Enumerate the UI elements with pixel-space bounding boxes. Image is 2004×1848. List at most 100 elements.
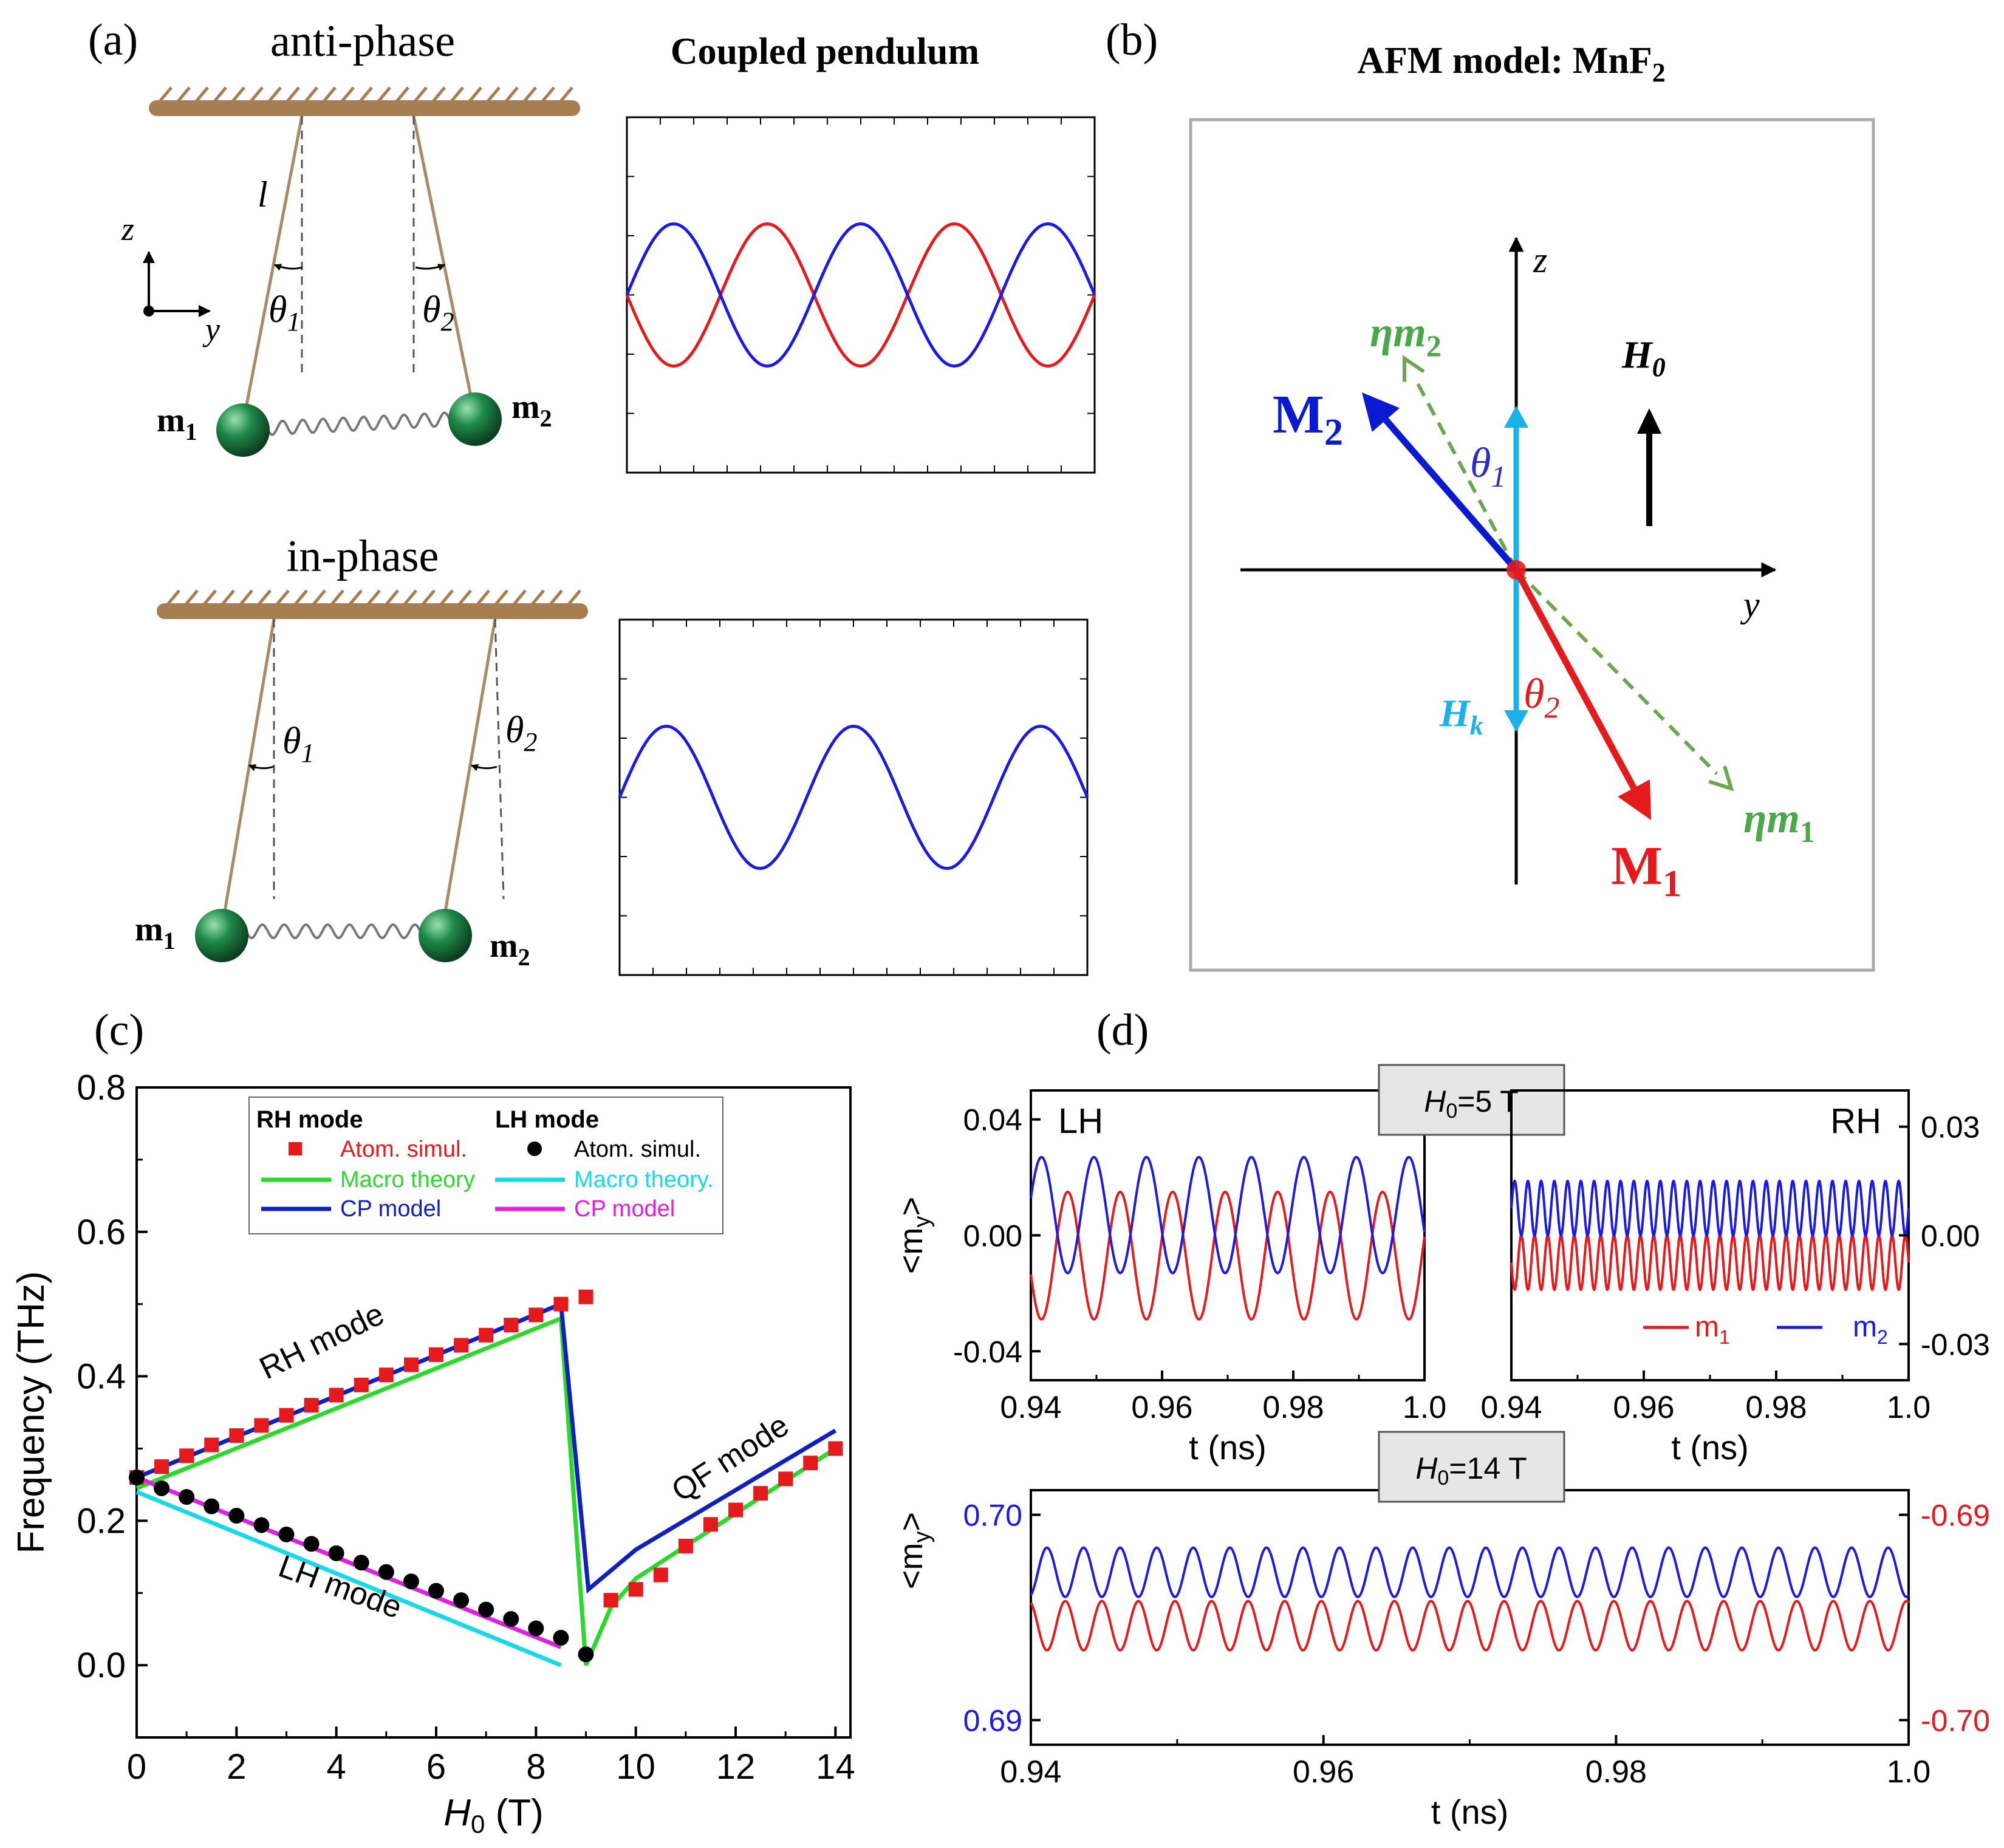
x-axis-label: t (ns): [1189, 1428, 1267, 1466]
lh-atom-point: [328, 1545, 344, 1561]
series-m1: [1030, 1191, 1426, 1321]
Hk-up-head: [1504, 406, 1528, 428]
eta-m1-arrow: [1514, 568, 1734, 792]
lh-atom-point: [403, 1573, 419, 1590]
theta1-label-b: θ1: [1470, 440, 1506, 493]
lh-atom-point: [278, 1526, 295, 1542]
x-tick-label: 14: [816, 1747, 855, 1787]
lh-atom-point: [253, 1517, 270, 1533]
angle-arc-theta1-in: [248, 764, 274, 772]
y-tick-label: 0.00: [1921, 1219, 1980, 1253]
rh-atom-point: [329, 1388, 344, 1403]
Hk-arrow: [1504, 406, 1528, 732]
legend-lh-header: LH mode: [495, 1106, 599, 1133]
H0-head: [1637, 408, 1661, 434]
M2-arrow: [1362, 392, 1519, 572]
rh-atom-point: [753, 1486, 768, 1501]
rh-atom-point: [603, 1593, 618, 1608]
lh-atom-point: [553, 1629, 569, 1646]
mass-ball-4: [419, 909, 472, 962]
eta-m1-shaft: [1514, 568, 1718, 775]
M1-arrow: [1513, 568, 1651, 820]
eta-m2-label: ηm2: [1370, 309, 1441, 363]
eta-m2-arrow: [1402, 355, 1518, 571]
y-axis-label: <my>: [893, 1197, 935, 1274]
theta2-label-in: θ2: [505, 710, 537, 757]
wave-m2-blue: [625, 222, 1096, 368]
x-tick-label: 6: [426, 1747, 446, 1787]
y-tick-label-left: 0.69: [963, 1703, 1022, 1737]
panel-a: Coupled pendulum anti-phase in-phase l θ…: [121, 16, 1096, 976]
series-m1: [1510, 1233, 1910, 1292]
lh-atom-point: [503, 1611, 519, 1627]
legend-rh-macro: Macro theory: [340, 1167, 475, 1193]
rh-label: RH: [1830, 1101, 1881, 1141]
legend-rh-square: [289, 1142, 302, 1155]
rh-atom-point: [828, 1441, 843, 1456]
title-14T: H0=14 T: [1415, 1451, 1527, 1490]
lh-atom-point: [179, 1489, 195, 1505]
x-tick-label: 0.96: [1293, 1754, 1354, 1790]
rh-atom-point: [378, 1367, 394, 1383]
H0-arrow: [1637, 408, 1661, 526]
plot-frame: [626, 116, 1096, 474]
panel-label-c: (c): [94, 1005, 144, 1055]
rh-atom-point: [528, 1307, 544, 1323]
rh-atom-point: [803, 1456, 818, 1471]
title-box-14T: [1378, 1431, 1565, 1503]
M1-head: [1618, 779, 1651, 820]
lh-atom-point: [203, 1498, 220, 1514]
rh-atom-point: [454, 1338, 469, 1353]
length-label: l: [258, 174, 268, 214]
rh-atom-point: [553, 1296, 569, 1312]
y-tick-label-right: -0.70: [1921, 1703, 1990, 1737]
y-tick-label: 0.6: [77, 1213, 126, 1252]
line-lh-macro-theory-: [135, 1490, 562, 1668]
lh-atom-point: [453, 1592, 470, 1609]
x-tick-label: 0.96: [1131, 1390, 1192, 1425]
annotation-rh-mode: RH mode: [254, 1296, 389, 1386]
spring-in-phase: [245, 923, 422, 940]
lh-atom-point: [353, 1555, 369, 1571]
theta1-label: θ1: [268, 289, 300, 337]
rh-atom-point: [728, 1502, 744, 1518]
x-tick-label: 0.98: [1585, 1754, 1647, 1790]
H0-label: H0: [1621, 333, 1666, 382]
angle-arc-theta1: [273, 264, 303, 271]
rh-atom-point: [653, 1567, 668, 1583]
x-tick-label: 8: [526, 1747, 545, 1787]
x-tick-label: 0.94: [1480, 1390, 1542, 1425]
M2-shaft: [1383, 417, 1519, 572]
afm-model-frame: [1189, 118, 1875, 972]
wave-in-phase-blue: [618, 724, 1089, 871]
x-tick-label: 4: [327, 1747, 346, 1787]
pendulum-rod-4: [440, 618, 497, 930]
lh-label: LH: [1058, 1101, 1103, 1141]
anti-phase-label: anti-phase: [270, 16, 455, 66]
x-tick-label: 1.0: [1403, 1390, 1446, 1425]
y-tick-label: 0.03: [1921, 1111, 1980, 1145]
eta-m1-head: [1708, 765, 1734, 792]
rh-atom-point: [403, 1357, 419, 1372]
rh-atom-point: [279, 1408, 294, 1423]
lh-atom-point: [378, 1564, 394, 1580]
mass-ball-2: [448, 392, 502, 446]
lh-atom-point: [228, 1508, 245, 1524]
vertical-ref-4: [494, 618, 505, 900]
rh-atom-point: [429, 1347, 444, 1362]
rh-atom-point: [703, 1517, 718, 1532]
rh-atom-point: [778, 1471, 793, 1487]
chart-c-frame: [135, 1086, 852, 1739]
rh-atom-point: [578, 1289, 593, 1304]
angle-arc-theta2-in: [470, 764, 498, 772]
panel-label-a: (a): [88, 15, 138, 65]
rh-atom-point: [479, 1327, 494, 1343]
theta2-label: θ2: [422, 289, 454, 337]
rh-atom-point: [229, 1428, 244, 1443]
rh-atom-point: [179, 1448, 194, 1463]
legend-m2: m2: [1853, 1311, 1888, 1348]
y-axis-label: y: [202, 311, 220, 347]
lh-atom-point: [303, 1536, 320, 1552]
panel-label-d: (d): [1096, 1005, 1149, 1055]
